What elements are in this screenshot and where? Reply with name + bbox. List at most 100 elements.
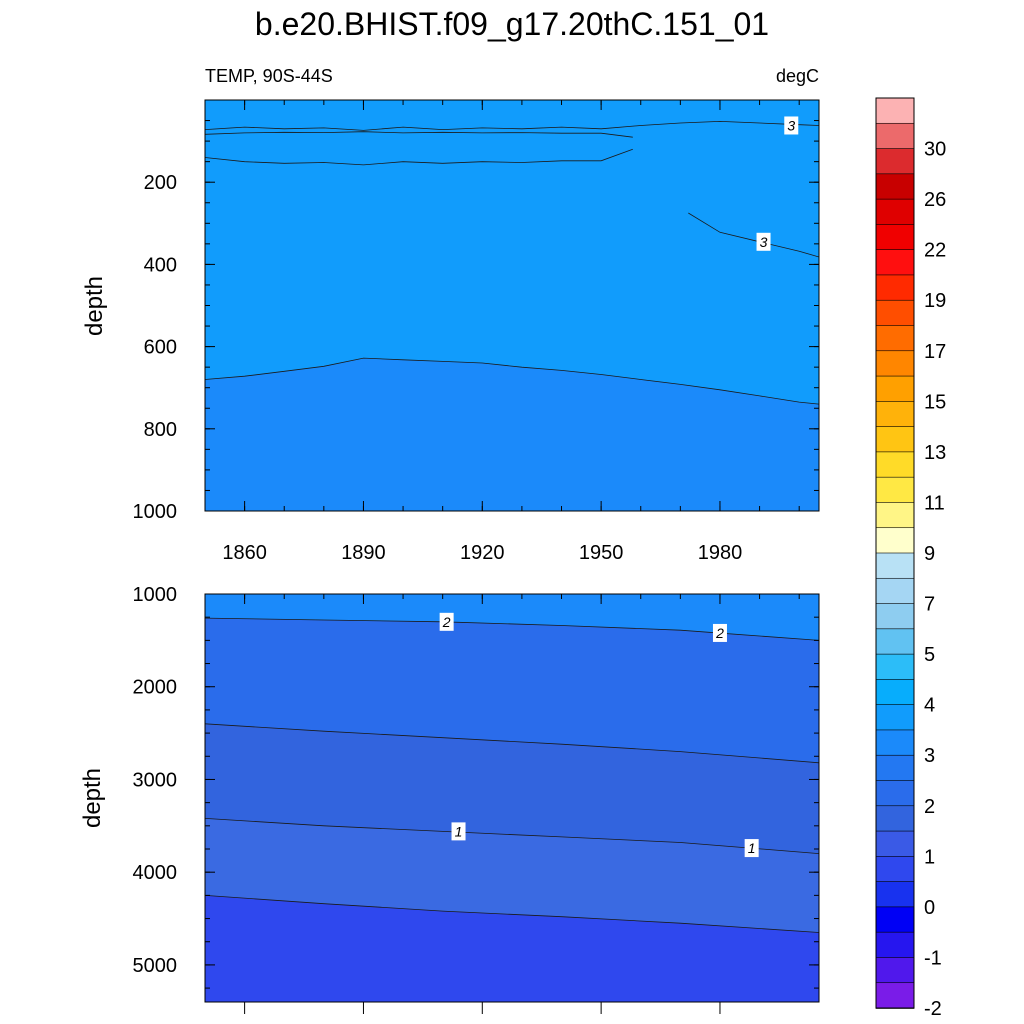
- left-subtitle: TEMP, 90S-44S: [205, 66, 333, 86]
- colorbar-box: [875, 577, 915, 605]
- upper-ticks: [204, 100, 819, 512]
- colorbar-box: [875, 502, 915, 529]
- lower-contour-line-0: [205, 617, 819, 641]
- colorbar-label: 9: [924, 543, 935, 565]
- colorbar-box: [875, 426, 915, 453]
- colorbar-box: [875, 957, 915, 984]
- colorbar-box: [875, 401, 915, 428]
- upper-y-tick-label: 1000: [133, 501, 178, 523]
- lower-y-tick-label: 5000: [133, 955, 178, 977]
- lower-contour-label-1b: 1: [748, 840, 756, 856]
- colorbar-label: 2: [924, 796, 935, 818]
- colorbar-box: [875, 97, 915, 125]
- colorbar-box: [875, 982, 915, 1009]
- upper-y-tick-label: 600: [144, 337, 177, 359]
- upper-y-tick-label: 400: [144, 254, 177, 276]
- colorbar-box: [875, 628, 915, 655]
- lower-frame: [204, 593, 820, 1003]
- lower-contour-label-1a: 1: [455, 823, 463, 839]
- colorbar-box: [875, 476, 915, 504]
- upper-tick-labels: 1860 1890 1920 1950 1980 200 400 600 800 1000: [133, 172, 743, 564]
- colorbar-label: 26: [924, 189, 946, 211]
- colorbar-labels: 30 26 22 19 17 15 13 11 9 7 5 4 3 2 1 0 -1 -2: [924, 139, 946, 1020]
- upper-contour-label-3a: 3: [787, 117, 795, 133]
- colorbar-box: [875, 527, 915, 554]
- chart-title: b.e20.BHIST.f09_g17.20thC.151_01: [255, 6, 769, 42]
- lower-contour-line-2: [205, 818, 819, 854]
- lower-region-2: [205, 618, 819, 763]
- colorbar-box: [875, 830, 915, 858]
- colorbar-frame: [875, 97, 915, 1009]
- colorbar-box: [875, 224, 915, 251]
- upper-x-tick-label: 1950: [579, 542, 624, 564]
- colorbar-label: 15: [924, 391, 946, 413]
- upper-contours: [205, 120, 819, 405]
- upper-contour-label-3b: 3: [760, 234, 768, 250]
- upper-region-mid: [205, 121, 819, 405]
- lower-contour-line-3: [205, 895, 819, 933]
- lower-contour-label-2a: 2: [442, 614, 451, 630]
- lower-region-3: [205, 723, 819, 854]
- colorbar-box: [875, 249, 915, 276]
- upper-y-tick-label: 800: [144, 419, 177, 441]
- colorbar-label: 3: [924, 745, 935, 767]
- lower-panel: 1000 2000 3000 4000 5000 2 2 1 1 depth: [79, 584, 820, 1014]
- upper-contour-line-band-top: [205, 131, 633, 138]
- colorbar-box: [875, 375, 915, 403]
- colorbar-box: [875, 881, 915, 908]
- upper-contour-line-0: [205, 120, 819, 131]
- upper-y-axis-title: depth: [81, 276, 108, 336]
- upper-contour-label-3a-box: [784, 116, 799, 135]
- colorbar-box: [875, 173, 915, 200]
- colorbar-box: [875, 451, 915, 478]
- lower-y-tick-label: 4000: [133, 862, 178, 884]
- lower-contour-line-1: [205, 723, 819, 764]
- colorbar-label: -1: [924, 947, 942, 969]
- colorbar-label: 19: [924, 290, 946, 312]
- upper-y-tick-label: 200: [144, 172, 177, 194]
- colorbar-box: [875, 552, 915, 580]
- colorbar-label: -2: [924, 998, 942, 1020]
- lower-region-4: [205, 818, 819, 933]
- colorbar-box: [875, 350, 915, 377]
- colorbar-box: [875, 148, 915, 175]
- colorbar-label: 11: [924, 492, 945, 514]
- lower-contour-label-2b-box: [712, 623, 727, 642]
- colorbar-box: [875, 780, 915, 807]
- colorbar-box: [875, 906, 915, 933]
- upper-contour-labels: 33: [756, 116, 799, 251]
- lower-region-1: [205, 594, 819, 641]
- colorbar-box: [875, 704, 915, 731]
- lower-contours: [205, 617, 819, 933]
- colorbar-label: 4: [924, 695, 935, 717]
- lower-y-tick-label: 2000: [133, 677, 178, 699]
- colorbar-label: 0: [924, 897, 935, 919]
- colorbar-box: [875, 274, 915, 302]
- colorbar-box: [875, 754, 915, 782]
- upper-x-tick-label: 1860: [222, 542, 267, 564]
- units-label: degC: [776, 66, 819, 86]
- upper-contour-line-3: [205, 357, 819, 405]
- lower-contour-labels: 2 2 1 1: [439, 612, 759, 858]
- colorbar-label: 30: [924, 139, 946, 161]
- colorbar-box: [875, 679, 915, 706]
- colorbar-box: [875, 805, 915, 832]
- lower-y-tick-label: 3000: [133, 769, 178, 791]
- lower-tick-labels: 1000 2000 3000 4000 5000: [133, 584, 178, 977]
- lower-contour-label-2a-box: [439, 612, 454, 631]
- upper-x-tick-label: 1920: [460, 542, 505, 564]
- colorbar-label: 7: [924, 594, 935, 616]
- colorbar-box: [875, 856, 915, 883]
- colorbar-box: [875, 299, 915, 327]
- upper-region-shallow: [205, 100, 819, 131]
- upper-x-tick-label: 1980: [698, 542, 743, 564]
- upper-x-tick-label: 1890: [341, 542, 386, 564]
- lower-contour-label-1a-box: [451, 822, 466, 841]
- colorbar-box: [875, 653, 915, 681]
- colorbar-box: [875, 325, 915, 352]
- colorbar-box: [875, 603, 915, 630]
- colorbar-box: [875, 198, 915, 226]
- colorbar-box: [875, 122, 915, 150]
